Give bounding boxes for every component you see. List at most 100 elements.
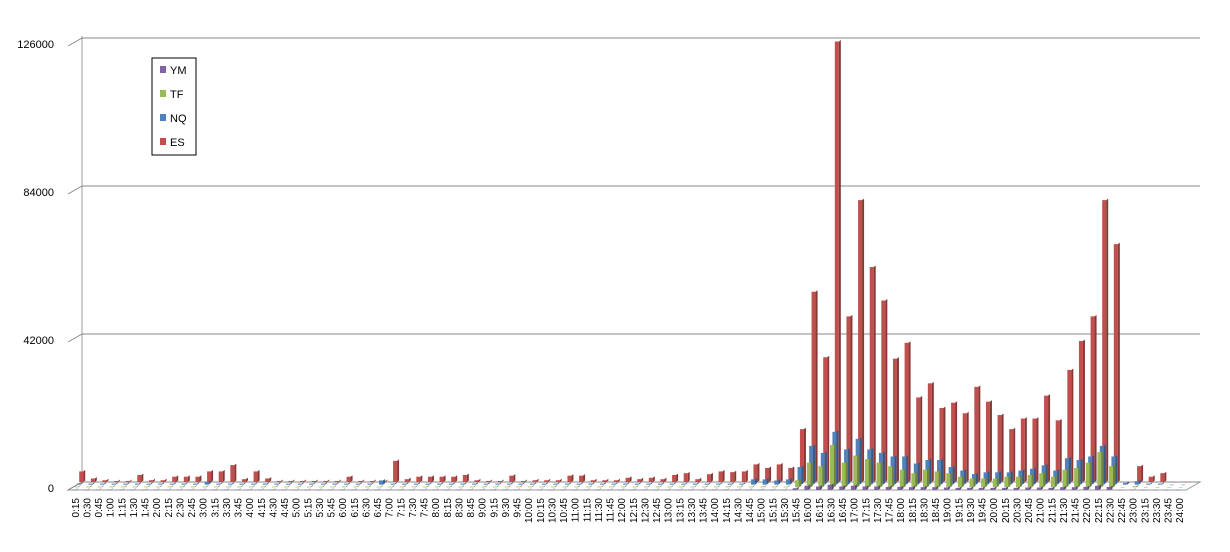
bar-face: [1134, 481, 1139, 485]
bar: [306, 485, 313, 488]
bar: [660, 477, 667, 482]
x-tick-label: 13:00: [664, 498, 675, 523]
bar: [506, 482, 513, 485]
bar: [79, 469, 86, 482]
bar: [351, 488, 357, 491]
bar-face: [258, 489, 262, 491]
bar-face: [579, 475, 584, 482]
bar-side: [1106, 198, 1109, 482]
bar-side: [571, 474, 574, 482]
bar-side: [531, 485, 534, 488]
bar-face: [111, 483, 116, 485]
bar: [990, 486, 997, 490]
bar-side: [536, 478, 539, 482]
bar: [1020, 417, 1027, 482]
bar: [339, 488, 346, 491]
bar-side: [659, 485, 662, 488]
bar: [297, 482, 304, 485]
bar-face: [248, 486, 253, 488]
bar: [1181, 483, 1188, 486]
bar-side: [308, 488, 311, 490]
bar-face: [1009, 429, 1014, 482]
x-tick-label: 7:00: [385, 498, 396, 518]
bar: [467, 488, 474, 491]
x-tick-label: 21:00: [1036, 498, 1047, 523]
bar-face: [576, 483, 581, 485]
bar: [1009, 427, 1016, 482]
bar: [951, 401, 958, 482]
bar-side: [80, 482, 83, 485]
bar-face: [562, 486, 567, 488]
bar: [216, 482, 223, 485]
bar-side: [99, 488, 102, 490]
bar-face: [427, 476, 432, 482]
bar-side: [522, 482, 525, 485]
bar-side: [455, 475, 458, 482]
x-tick-label: 18:30: [919, 498, 930, 523]
bar-face: [1062, 469, 1067, 488]
bar-side: [880, 461, 883, 488]
bar-face: [216, 483, 221, 485]
bar-side: [203, 488, 206, 490]
bar-side: [448, 488, 450, 490]
bar: [260, 485, 267, 488]
bar: [132, 485, 139, 488]
bar: [702, 485, 709, 488]
bar: [120, 485, 127, 488]
bar: [311, 479, 318, 482]
x-tick-label: 20:15: [1001, 498, 1012, 523]
bar: [1160, 471, 1167, 482]
bar-face: [748, 486, 753, 488]
bar: [353, 485, 360, 488]
bar-side: [110, 488, 113, 490]
bar: [211, 488, 218, 491]
x-tick-label: 17:30: [873, 498, 884, 523]
bar-side: [1124, 485, 1127, 488]
bar: [179, 485, 186, 488]
bar-side: [266, 482, 269, 485]
bar: [725, 485, 732, 488]
bar: [283, 485, 290, 488]
bar-face: [672, 474, 677, 482]
bar-face: [286, 483, 291, 485]
bar-face: [516, 486, 521, 488]
bar-side: [408, 477, 411, 482]
bar: [253, 469, 260, 482]
bar: [188, 488, 195, 491]
x-tick-label: 4:30: [268, 498, 279, 518]
bar-face: [695, 479, 700, 482]
bar-side: [559, 478, 562, 482]
x-tick-label: 11:45: [606, 498, 617, 523]
bar-face: [571, 489, 576, 491]
bar-side: [552, 488, 555, 490]
x-tick-label: 20:30: [1012, 498, 1023, 523]
bar: [330, 485, 337, 488]
bar-side: [169, 488, 171, 490]
bar-face: [425, 483, 430, 485]
bar-side: [845, 461, 848, 488]
bar: [423, 485, 430, 488]
bar-side: [122, 488, 125, 490]
bar: [97, 485, 104, 488]
bar-side: [115, 482, 118, 485]
bar-side: [180, 488, 183, 490]
x-tick-label: 8:45: [466, 498, 477, 518]
x-tick-label: 19:15: [954, 498, 965, 523]
bar-side: [796, 486, 799, 490]
bar-side: [227, 488, 230, 490]
bar: [730, 470, 737, 482]
bar-side: [822, 464, 825, 488]
bar-face: [939, 408, 944, 482]
bar-face: [1157, 483, 1162, 485]
bar: [706, 472, 713, 482]
bar-side: [1164, 471, 1167, 482]
bar: [318, 485, 325, 488]
bar: [1004, 475, 1011, 488]
bar-side: [610, 488, 613, 490]
bar-side: [1141, 464, 1144, 482]
bar: [1067, 368, 1074, 482]
bar-side: [313, 482, 316, 485]
bar-face: [492, 486, 497, 488]
bar-side: [136, 485, 139, 488]
bar: [567, 474, 574, 482]
